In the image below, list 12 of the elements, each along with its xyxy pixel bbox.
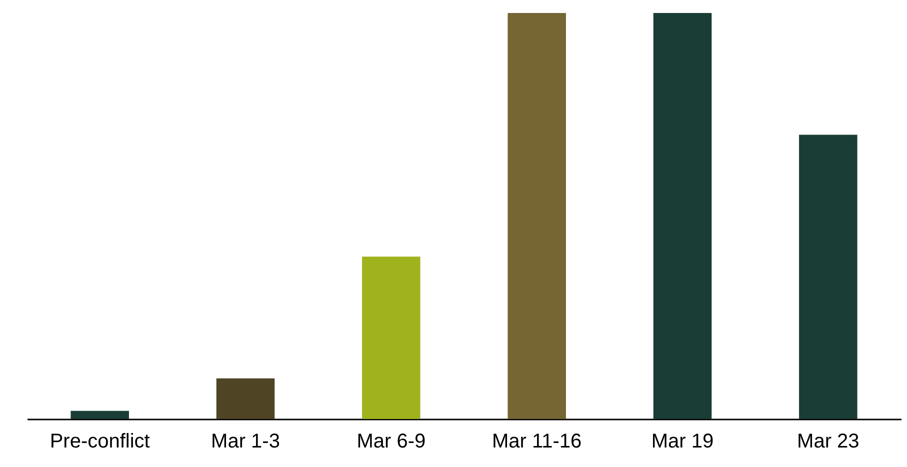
x-tick-label: Mar 23: [797, 430, 860, 452]
bar: [799, 134, 858, 419]
bar: [362, 256, 420, 419]
bar: [70, 410, 129, 419]
x-tick-label: Pre-conflict: [50, 430, 150, 452]
bar: [216, 378, 275, 419]
x-tick-label: Mar 6-9: [356, 430, 426, 452]
x-tick-label: Mar 1-3: [211, 430, 280, 452]
bar: [653, 13, 712, 419]
x-tick-label: Mar 19: [651, 430, 714, 452]
bar: [508, 13, 566, 419]
x-tick-label: Mar 11-16: [492, 430, 582, 452]
